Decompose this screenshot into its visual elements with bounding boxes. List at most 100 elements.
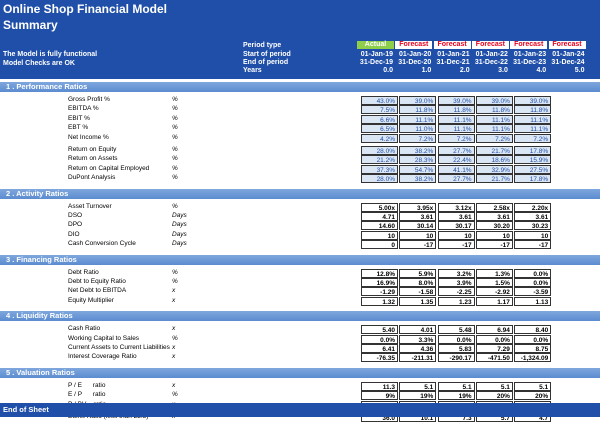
period-type: Forecast (433, 41, 471, 49)
row-label: Return on Assets (68, 155, 118, 163)
value-cell: -17 (514, 240, 552, 250)
row-label: DIO (68, 230, 80, 238)
row-unit: Days (172, 240, 187, 248)
period-type: Actual (357, 41, 394, 49)
row-label: EBIT % (68, 114, 90, 122)
value-cell: -211.31 (399, 353, 437, 363)
period-end: 31-Dec-20 (398, 59, 432, 66)
value-cell: 30.23 (514, 221, 552, 231)
value-cell: 3.12x (437, 202, 475, 212)
row-label: Asset Turnover (68, 202, 112, 210)
period-end: 31-Dec-24 (551, 59, 585, 66)
period-end: 31-Dec-19 (359, 59, 393, 66)
row-unit: % (172, 391, 178, 399)
value-cell: 20% (514, 391, 552, 401)
row-label: EBT % (68, 124, 89, 132)
value-cell: 19% (437, 391, 475, 401)
value-cell: 39.0% (399, 96, 437, 105)
row-label: P / E ratio (68, 381, 106, 389)
value-cell: -1.58 (399, 287, 437, 297)
value-cell: 5.40 (361, 325, 398, 335)
period-start: 01-Jan-24 (552, 51, 585, 58)
value-cell: 20% (475, 391, 513, 401)
value-cell: 8.75 (514, 344, 552, 353)
header: Online Shop Financial Model Summary The … (0, 0, 600, 79)
row-unit: % (172, 278, 178, 285)
value-cell: 7.2% (437, 133, 475, 143)
row-label: Net Debt to EBITDA (68, 287, 127, 295)
value-cell: 7.29 (475, 344, 513, 353)
value-cell: 1.32 (361, 296, 398, 306)
value-cell: 7.2% (475, 133, 513, 143)
value-cell: 11.1% (514, 114, 552, 124)
value-cell: 5.48 (437, 325, 475, 335)
value-cell: 11.8% (475, 105, 513, 115)
row-label: Cash Ratio (68, 325, 101, 333)
value-cell: -290.17 (437, 353, 475, 363)
value-cell: 0.0% (514, 334, 552, 344)
value-cell: 6.5% (361, 124, 398, 134)
row-unit: Days (172, 212, 187, 219)
value-cell: 17.8% (514, 146, 552, 155)
value-cell: 11.8% (437, 105, 475, 115)
period-years: 0.0 (383, 67, 393, 74)
value-cell: 28.0% (361, 146, 398, 155)
row-label: Return on Capital Employed (68, 164, 150, 172)
value-cell: 30.20 (475, 221, 513, 231)
footer: End of Sheet (0, 403, 600, 417)
value-cell: 28.0% (361, 174, 398, 184)
value-cell: 27.7% (437, 146, 475, 155)
value-cell: 11.3 (361, 381, 398, 391)
value-cell: 1.17 (475, 296, 513, 306)
value-cell: 21.2% (361, 155, 398, 165)
row-label: E / P ratio (68, 391, 106, 399)
value-cell: -1,324.09 (514, 353, 552, 363)
value-cell: 0 (361, 240, 398, 250)
value-cell: 18.6% (475, 155, 513, 165)
period-start: 01-Jan-19 (360, 51, 393, 58)
value-cell: 54.7% (399, 164, 437, 174)
value-cell: 2.58x (475, 202, 513, 212)
value-cell: -76.35 (361, 353, 398, 363)
period-label: Start of period (243, 51, 291, 58)
value-cell: 11.8% (514, 105, 552, 115)
row-label: DSO (68, 212, 83, 219)
period-end: 31-Dec-23 (513, 59, 547, 66)
value-cell: 10 (437, 230, 475, 240)
row-unit: % (172, 202, 178, 210)
value-cell: 3.61 (437, 212, 475, 221)
value-cell: 5.1 (475, 381, 513, 391)
value-cell: 11.1% (399, 114, 437, 124)
period-start: 01-Jan-20 (399, 51, 432, 58)
value-cell: 4.2% (361, 133, 398, 143)
row-label: Interest Coverage Ratio (68, 353, 137, 361)
value-cell: 30.14 (399, 221, 437, 231)
period-type: Forecast (395, 41, 433, 49)
subtitle: Summary (3, 18, 58, 32)
row-label: Debt Ratio (68, 268, 99, 276)
value-cell: 2.20x (514, 202, 552, 212)
value-cell: 39.0% (475, 96, 513, 105)
row-unit: % (172, 114, 178, 122)
value-cell: 16.9% (361, 278, 398, 287)
value-cell: 11.0% (399, 124, 437, 134)
value-cell: 27.5% (514, 164, 552, 174)
value-cell: 7.2% (399, 133, 437, 143)
row-unit: x (172, 325, 176, 333)
row-unit: % (172, 124, 178, 132)
value-cell: 6.94 (475, 325, 513, 335)
row-unit: x (172, 381, 176, 389)
value-cell: 14.60 (361, 221, 398, 231)
section-header: 4 . Liquidity Ratios (0, 311, 600, 322)
period-years: 4.0 (536, 67, 547, 74)
value-cell: -17 (437, 240, 475, 250)
period-years: 5.0 (574, 67, 585, 74)
title: Online Shop Financial Model (3, 2, 168, 16)
row-unit: % (172, 164, 178, 172)
row-label: Cash Conversion Cycle (68, 240, 136, 248)
period-years: 3.0 (498, 67, 508, 74)
value-cell: 10 (475, 230, 513, 240)
value-cell: 15.9% (514, 155, 552, 165)
row-unit: x (172, 296, 176, 304)
value-cell: 38.2% (399, 174, 437, 184)
